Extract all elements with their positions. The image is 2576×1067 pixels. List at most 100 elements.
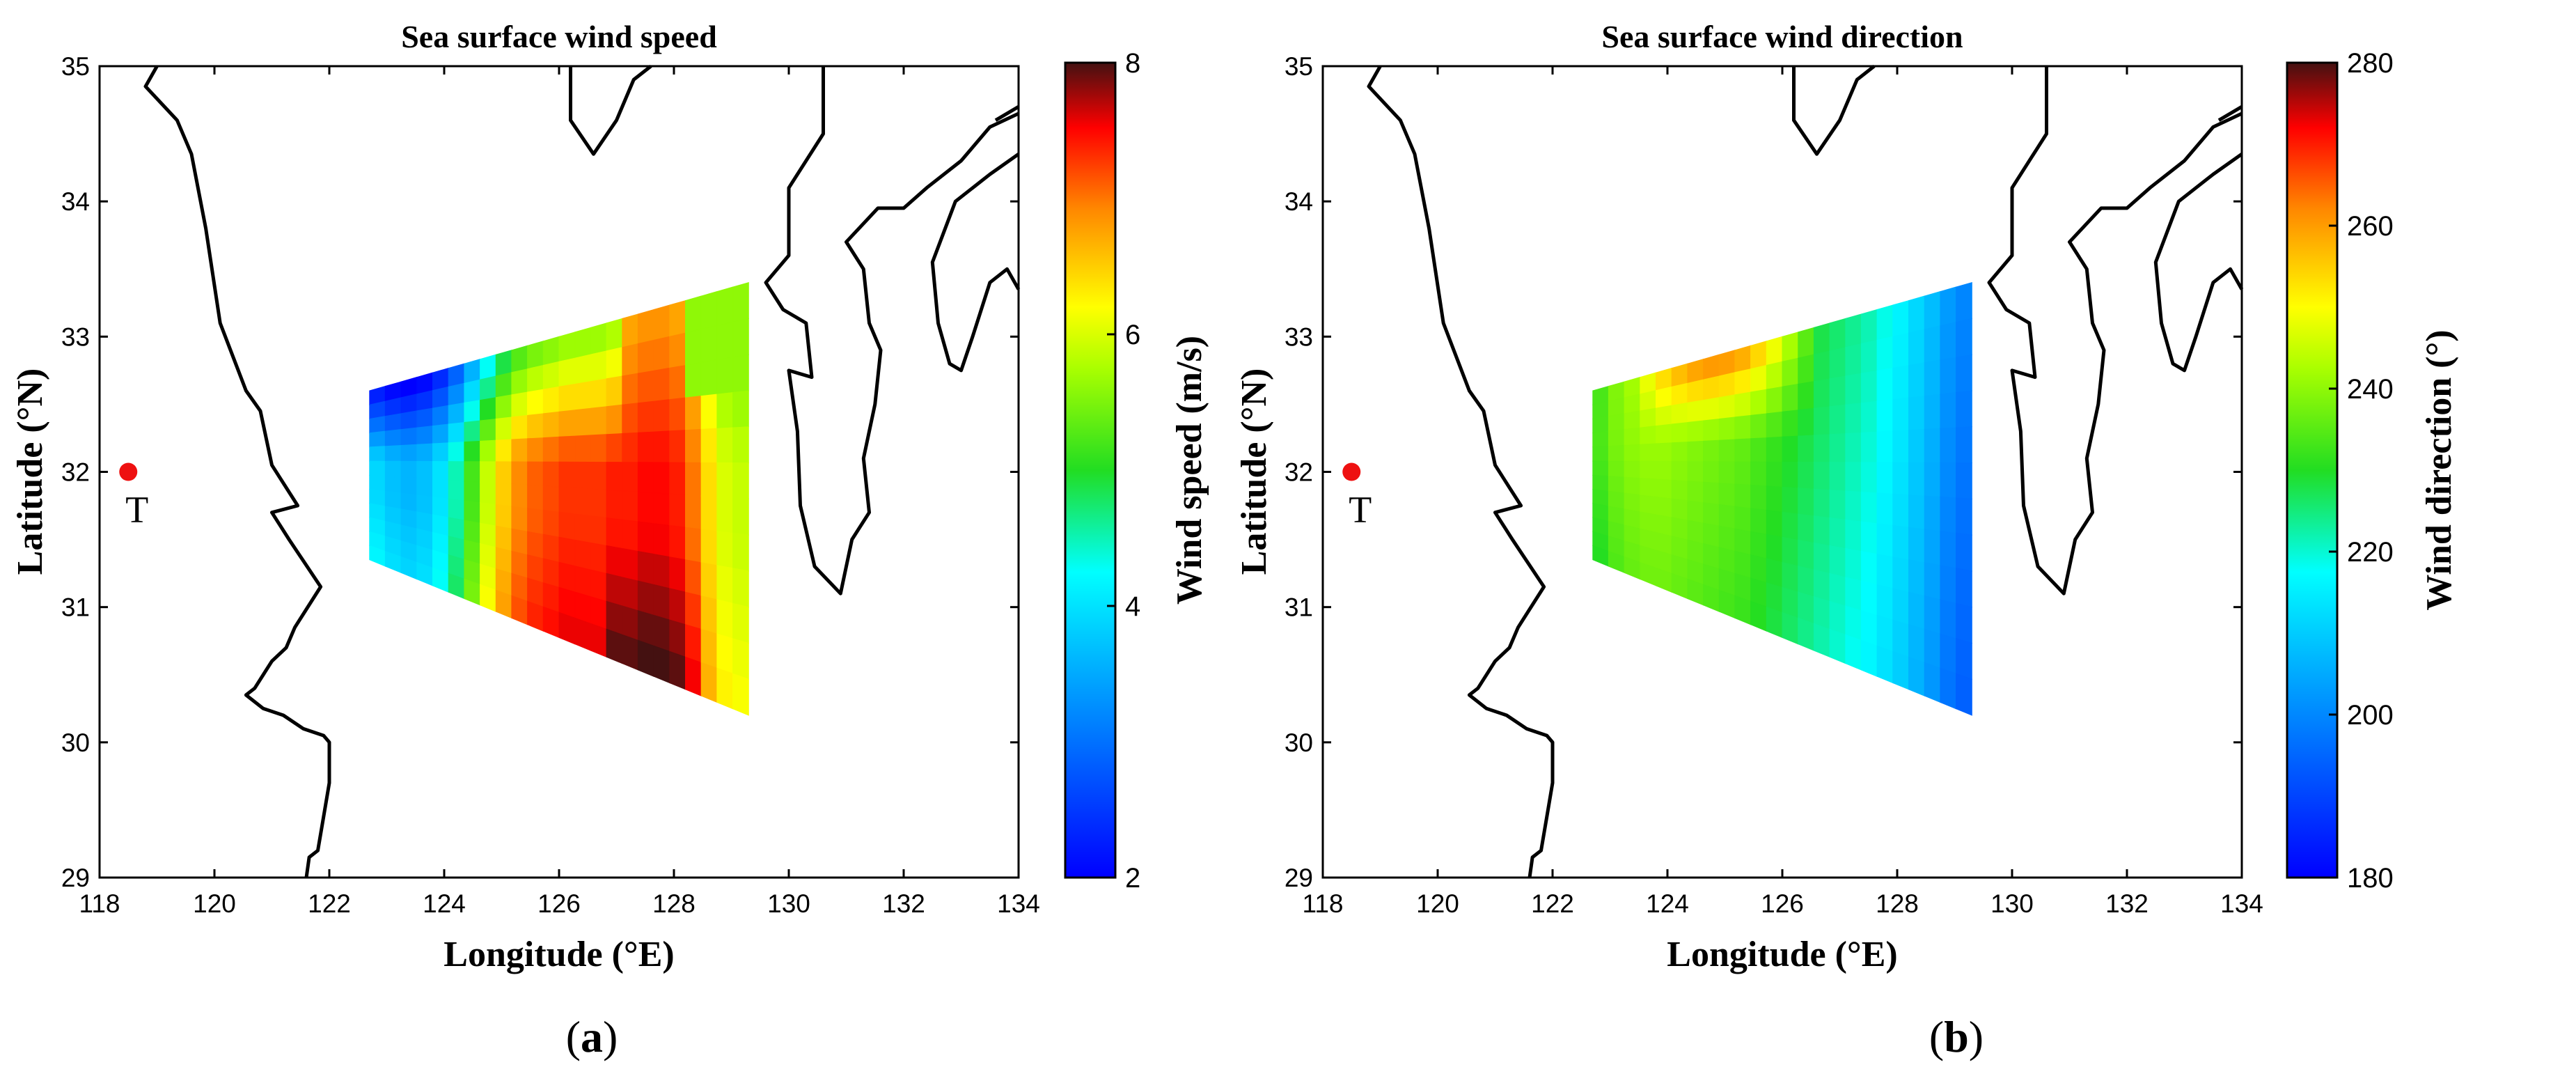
field-cell	[1766, 461, 1783, 488]
field-cell	[416, 426, 433, 445]
field-cell	[1908, 559, 1925, 597]
field-cell	[574, 539, 591, 570]
coastline	[1367, 65, 2244, 878]
field-cell	[1798, 488, 1814, 517]
colorbar-tick-label: 2	[1125, 863, 1140, 894]
field-cell	[1640, 426, 1656, 445]
field-cell	[669, 397, 686, 432]
field-cell	[606, 573, 623, 607]
field-cell	[1750, 389, 1767, 416]
field-cell	[1703, 522, 1720, 548]
field-cell	[669, 462, 686, 496]
field-cell	[1703, 354, 1720, 380]
field-cell	[685, 494, 702, 530]
field-cell	[700, 325, 718, 364]
field-cell	[384, 476, 402, 494]
x-axis-label: Longitude (°E)	[443, 935, 674, 974]
field-cell	[416, 389, 433, 412]
field-cell	[495, 372, 512, 398]
colorbar-tick-label: 4	[1125, 591, 1140, 622]
field-cell	[637, 521, 654, 555]
field-cell	[1892, 365, 1909, 400]
field-cell	[1813, 322, 1830, 355]
field-cell	[590, 406, 607, 436]
field-cell	[527, 461, 544, 487]
x-tick-label: 132	[882, 889, 925, 918]
field-cell	[1718, 461, 1736, 485]
field-cell	[416, 460, 433, 480]
field-cell	[1592, 474, 1609, 492]
field-cell	[685, 428, 702, 463]
field-cell	[732, 673, 749, 716]
field-cell	[1956, 602, 1972, 644]
field-cell	[732, 426, 749, 464]
field-cell	[669, 493, 686, 528]
field-cell	[1640, 478, 1656, 498]
field-cell	[1892, 651, 1909, 690]
field-cell	[448, 421, 465, 444]
field-cell	[1687, 379, 1704, 403]
x-tick-label: 134	[2220, 889, 2263, 918]
field-cell	[527, 600, 544, 632]
field-cell	[480, 502, 496, 527]
y-axis-label: Latitude (°N)	[10, 368, 50, 575]
field-cell	[1829, 404, 1846, 435]
field-cell	[1940, 427, 1957, 464]
field-cell	[1813, 378, 1830, 409]
field-cell	[1956, 638, 1972, 680]
field-cell	[685, 462, 702, 497]
field-cell	[1845, 462, 1862, 492]
field-cell	[1734, 368, 1752, 396]
field-cell	[574, 381, 591, 411]
field-cell	[384, 460, 402, 478]
field-cell	[1876, 430, 1894, 463]
field-cell	[1860, 339, 1878, 374]
field-cell	[558, 410, 576, 437]
field-cell	[1640, 494, 1656, 515]
y-tick-label: 30	[61, 729, 90, 757]
field-cell	[606, 433, 623, 463]
field-cell	[527, 389, 544, 416]
field-cell	[464, 440, 481, 462]
field-cell	[1687, 461, 1704, 483]
field-cell	[1876, 523, 1894, 558]
y-tick-label: 35	[61, 52, 90, 81]
field-cell	[622, 577, 638, 612]
field-cell	[1860, 491, 1878, 524]
y-tick-label: 30	[1285, 729, 1313, 757]
colorbar: 180 200 220 240 260 280 Wind direction (°)	[2286, 48, 2459, 894]
field-cell	[622, 432, 638, 463]
field-cell	[606, 375, 623, 407]
field-cell	[574, 354, 591, 385]
field-cell	[464, 379, 481, 403]
field-cell	[1829, 433, 1846, 463]
field-cell	[1813, 488, 1830, 519]
field-cell	[480, 461, 496, 484]
field-cell	[1671, 479, 1688, 501]
field-cell	[1829, 517, 1846, 550]
field-cell	[1876, 584, 1894, 621]
field-cell	[1782, 332, 1799, 362]
field-cell	[495, 416, 512, 441]
field-cell	[1718, 350, 1736, 377]
field-cell	[1892, 430, 1909, 463]
field-cell	[700, 562, 718, 600]
station-label: T	[125, 489, 148, 531]
field-cell	[1940, 599, 1957, 639]
field-cell	[622, 343, 638, 377]
field-cell	[384, 444, 402, 462]
field-cell	[669, 430, 686, 463]
coastline-china	[143, 65, 331, 878]
field-cell	[685, 591, 702, 630]
field-cell	[590, 461, 607, 491]
field-cell	[1640, 443, 1656, 462]
field-cell	[685, 624, 702, 664]
field-cell	[1624, 444, 1641, 462]
field-cell	[700, 495, 718, 532]
field-cell	[1845, 373, 1862, 405]
field-cell	[1845, 432, 1862, 463]
field-cell	[732, 282, 749, 323]
field-cell	[480, 481, 496, 505]
y-axis-label: Latitude (°N)	[1234, 368, 1274, 575]
field-cell	[1829, 375, 1846, 407]
